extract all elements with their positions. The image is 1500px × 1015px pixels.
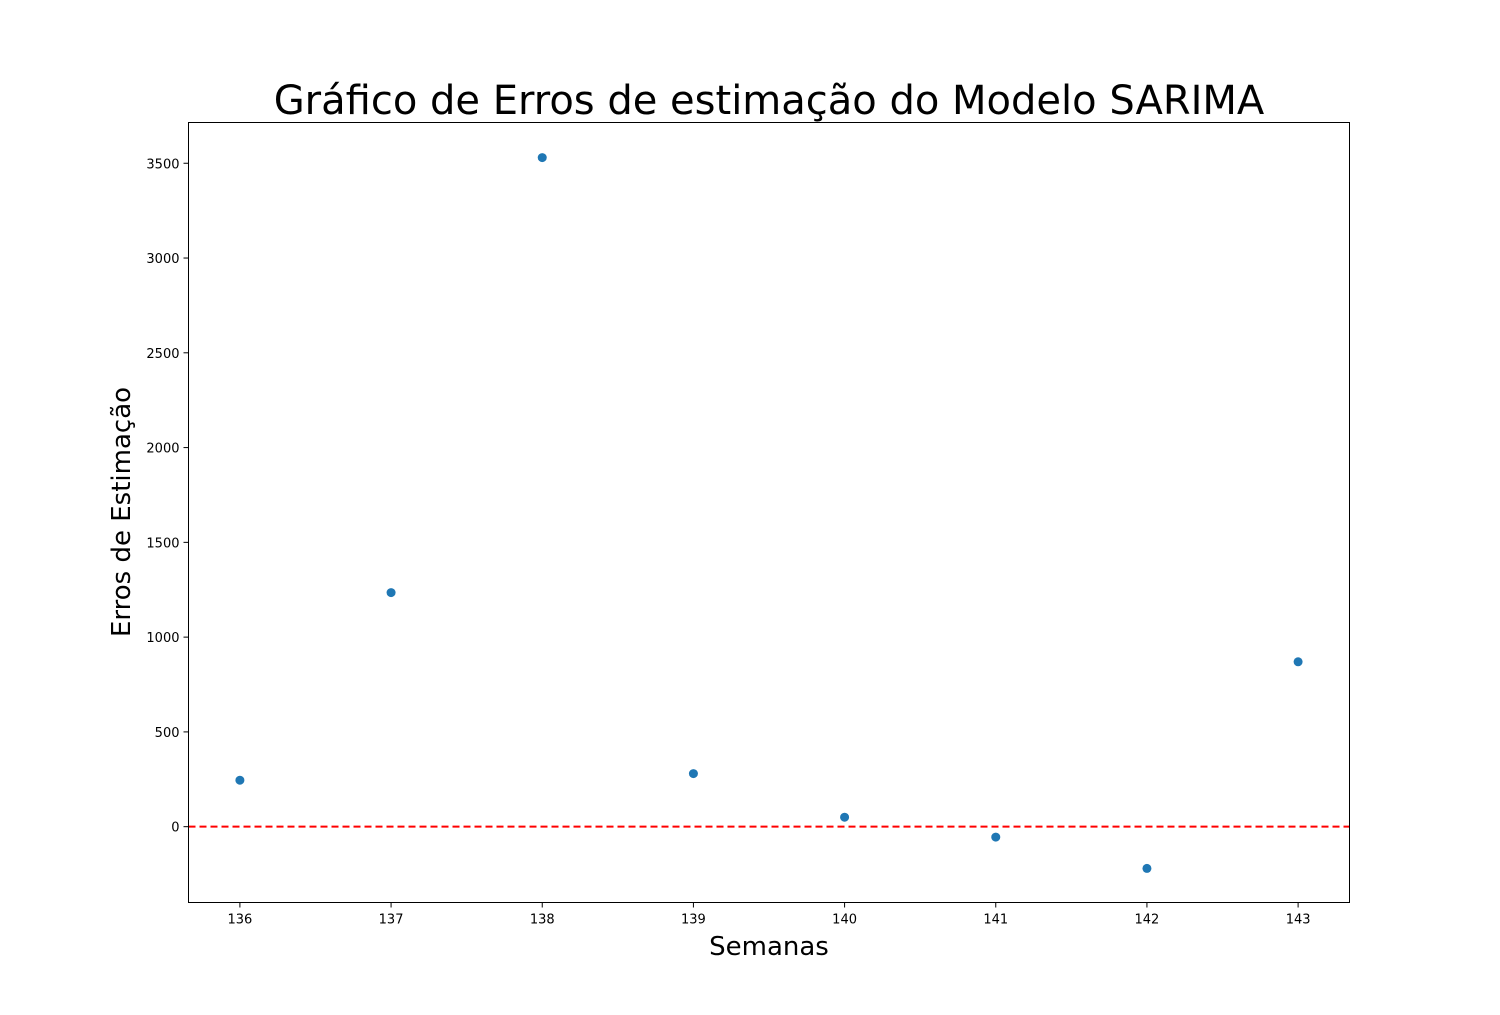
y-tick-label: 3500: [146, 157, 179, 172]
x-tick-label: 137: [379, 913, 404, 928]
x-tick-label: 141: [983, 913, 1008, 928]
plot-frame: [188, 122, 1350, 903]
x-tick-label: 138: [530, 913, 555, 928]
y-axis-label: Erros de Estimação: [107, 387, 137, 637]
x-axis-label: Semanas: [709, 932, 829, 962]
data-point: [537, 153, 547, 163]
x-tick-label: 139: [681, 913, 706, 928]
y-tick-label: 1500: [146, 536, 179, 551]
y-tick-label: 0: [171, 821, 179, 836]
data-point: [386, 588, 396, 598]
chart-title: Gráfico de Erros de estimação do Modelo …: [274, 78, 1265, 124]
x-tick-label: 140: [832, 913, 857, 928]
y-tick-label: 1000: [146, 631, 179, 646]
y-tick-label: 500: [155, 726, 180, 741]
y-axis-ticks: 0 500 1000 1500 2000 2500 3000 3500: [146, 157, 189, 836]
y-tick-label: 2500: [146, 347, 179, 362]
data-point: [235, 775, 245, 785]
x-tick-label: 142: [1135, 913, 1160, 928]
x-axis-ticks: 136 137 138 139 140 141 142 143: [227, 902, 1311, 928]
data-point: [688, 769, 698, 779]
plot-area: [188, 153, 1350, 873]
data-point: [991, 832, 1001, 842]
y-tick-label: 2000: [146, 442, 179, 457]
x-tick-label: 143: [1286, 913, 1311, 928]
data-point: [1293, 657, 1303, 667]
x-tick-label: 136: [227, 913, 252, 928]
data-point: [1142, 863, 1152, 873]
data-point: [840, 812, 850, 822]
y-tick-label: 3000: [146, 252, 179, 267]
